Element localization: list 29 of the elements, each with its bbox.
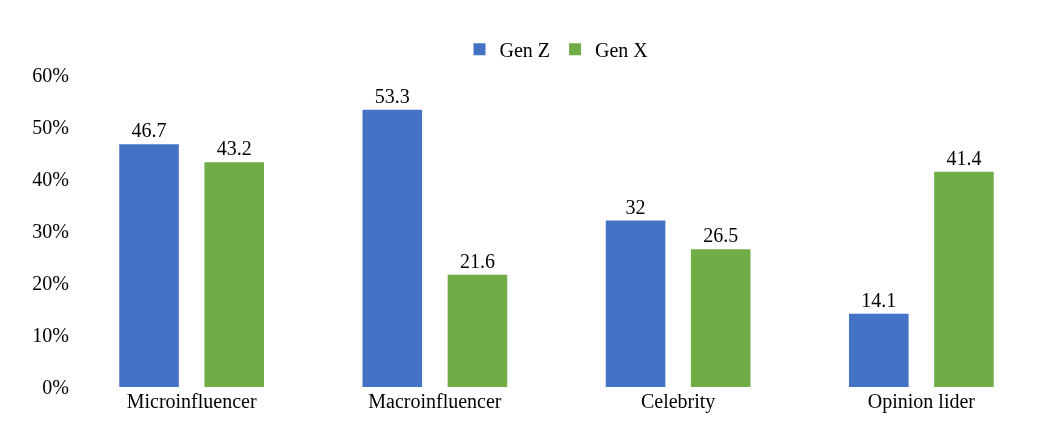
x-tick-label: Microinfluencer — [126, 390, 257, 412]
legend-label: Gen X — [595, 39, 649, 62]
x-tick-label: Celebrity — [640, 390, 716, 413]
y-tick-label: 50% — [32, 116, 69, 138]
data-label: 14.1 — [861, 288, 897, 311]
x-tick-label: Macroinfluencer — [368, 390, 502, 412]
data-label: 43.2 — [216, 137, 252, 160]
data-label: 26.5 — [703, 224, 739, 247]
bar — [690, 249, 751, 387]
y-tick-label: 10% — [32, 324, 69, 346]
data-label: 41.4 — [946, 146, 982, 169]
bar — [849, 313, 909, 387]
bar — [362, 109, 423, 387]
bar — [605, 220, 666, 387]
y-tick-label: 60% — [32, 64, 69, 86]
data-label: 46.7 — [131, 119, 167, 142]
bar — [119, 144, 179, 387]
bar — [447, 274, 508, 387]
data-label: 32 — [625, 195, 646, 218]
x-tick-label: Opinion lider — [867, 390, 976, 413]
data-label: 53.3 — [374, 84, 410, 107]
legend-label: Gen Z — [499, 39, 551, 62]
y-tick-label: 30% — [32, 220, 69, 242]
bar — [204, 162, 264, 387]
y-tick-label: 0% — [42, 376, 69, 398]
y-tick-label: 40% — [32, 168, 69, 190]
data-label: 21.6 — [459, 249, 495, 272]
bar — [934, 171, 994, 387]
y-tick-label: 20% — [32, 272, 69, 294]
